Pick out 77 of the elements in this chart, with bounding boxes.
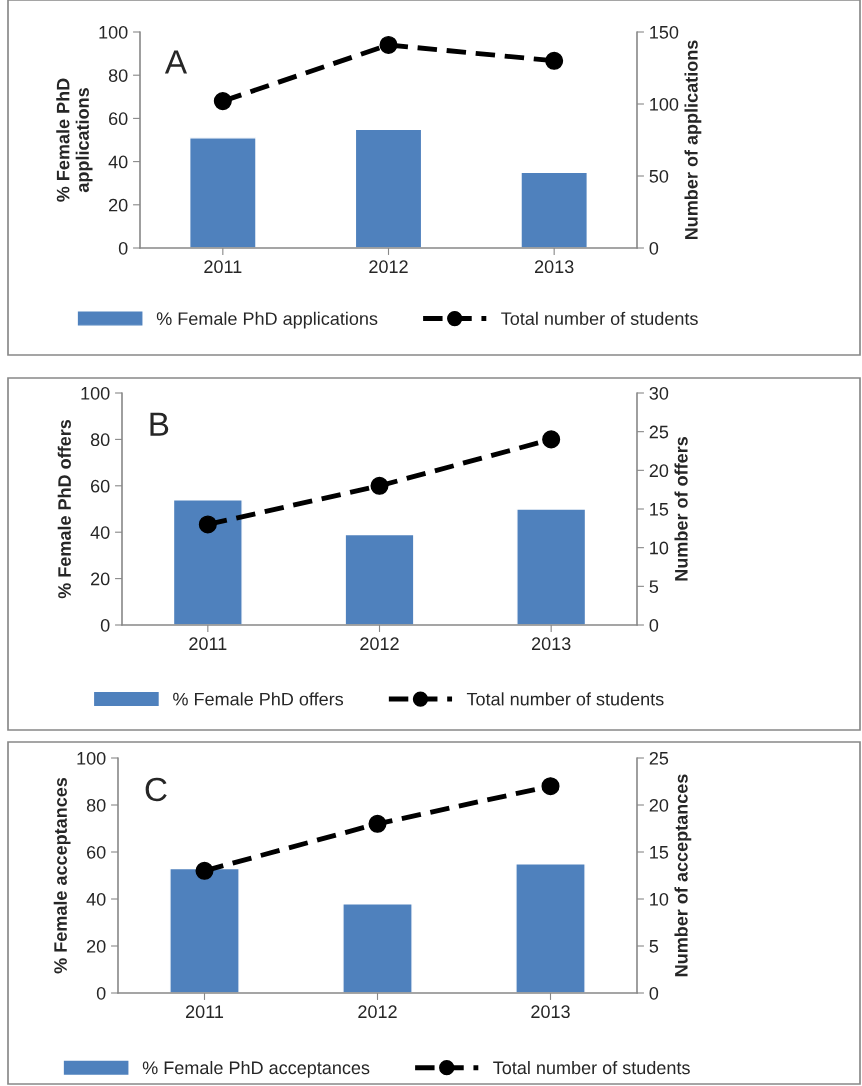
point <box>542 430 561 449</box>
annotation: A <box>164 50 188 74</box>
y-tick-label: 80 <box>90 433 110 447</box>
y-tick-label: 100 <box>81 386 110 400</box>
y-tick-label: 60 <box>109 112 128 126</box>
bar <box>342 903 413 993</box>
y-axis-title: % Female PhD applications <box>56 78 93 202</box>
y-tick-label: 20 <box>109 198 128 212</box>
y2-axis-title: Number of applications <box>684 40 702 240</box>
x-tick-label: 2012 <box>360 637 399 651</box>
y-tick-label: 60 <box>87 845 106 859</box>
bar <box>172 499 243 625</box>
point <box>368 814 387 833</box>
y2-tick-label: 30 <box>649 386 669 400</box>
y-tick-label: 0 <box>96 986 106 1000</box>
y2-tick-label: 0 <box>649 618 659 632</box>
y-tick-label: 80 <box>86 798 106 812</box>
point <box>370 476 389 495</box>
y-tick-label: 80 <box>108 69 128 82</box>
y2-axis-title: Number of acceptances <box>674 774 692 977</box>
bar <box>344 533 415 625</box>
y-tick-label: 100 <box>77 751 106 765</box>
y2-tick-label: 100 <box>650 97 679 111</box>
y2-tick-label: 10 <box>650 892 669 906</box>
annotation: B <box>150 412 169 436</box>
legend-label: Total number of students <box>466 692 664 706</box>
y-tick-label: 60 <box>91 479 110 493</box>
y-tick-label: 40 <box>86 892 106 906</box>
y-tick-label: 20 <box>91 572 110 586</box>
y-axis-title: % Female acceptances <box>53 777 71 974</box>
point <box>545 51 564 70</box>
x-tick-label: 2011 <box>189 637 227 651</box>
x-tick-label: 2012 <box>358 1005 397 1019</box>
y2-axis-title: Number of offers <box>674 437 688 581</box>
bar <box>189 137 257 248</box>
x-tick-label: 2013 <box>531 1005 570 1019</box>
y-tick-label: 20 <box>87 939 106 953</box>
y2-tick-label: 0 <box>649 986 659 1000</box>
y2-tick-label: 5 <box>649 940 659 953</box>
x-tick-label: 2012 <box>369 260 408 274</box>
y2-tick-label: 20 <box>649 798 669 812</box>
y2-tick-label: 50 <box>649 169 669 183</box>
y-tick-label: 100 <box>99 25 128 39</box>
y2-tick-label: 15 <box>650 503 669 516</box>
bar <box>354 128 423 248</box>
y2-tick-label: 150 <box>650 25 679 39</box>
x-tick-label: 2013 <box>534 260 574 274</box>
x-tick-label: 2013 <box>531 637 571 651</box>
point <box>379 35 398 54</box>
point <box>541 777 560 796</box>
bar <box>169 867 240 993</box>
y2-tick-label: 10 <box>650 541 669 555</box>
y2-tick-label: 20 <box>649 464 669 478</box>
annotation: C <box>145 777 167 802</box>
legend-label: % Female PhD acceptances <box>142 1060 370 1078</box>
bar <box>520 171 588 248</box>
point <box>198 515 217 534</box>
bar <box>516 508 587 625</box>
y-tick-label: 40 <box>90 526 110 539</box>
y2-tick-label: 25 <box>649 425 669 439</box>
legend-label: % Female PhD offers <box>173 692 344 706</box>
point <box>195 861 214 880</box>
y-tick-label: 0 <box>118 241 128 255</box>
y2-tick-label: 25 <box>649 751 669 765</box>
bar <box>515 863 586 993</box>
legend-label: Total number of students <box>501 311 698 326</box>
legend-label: Total number of students <box>493 1060 690 1075</box>
y2-tick-label: 15 <box>650 846 669 859</box>
x-tick-label: 2011 <box>204 260 242 274</box>
y2-tick-label: 0 <box>649 241 659 255</box>
y-tick-label: 0 <box>100 618 110 632</box>
y2-tick-label: 5 <box>649 580 659 594</box>
point <box>213 92 232 111</box>
y-axis-title: % Female PhD offers <box>57 419 71 599</box>
x-tick-label: 2011 <box>185 1005 224 1019</box>
y-tick-label: 40 <box>108 155 128 169</box>
legend-label: % Female PhD applications <box>156 311 378 329</box>
